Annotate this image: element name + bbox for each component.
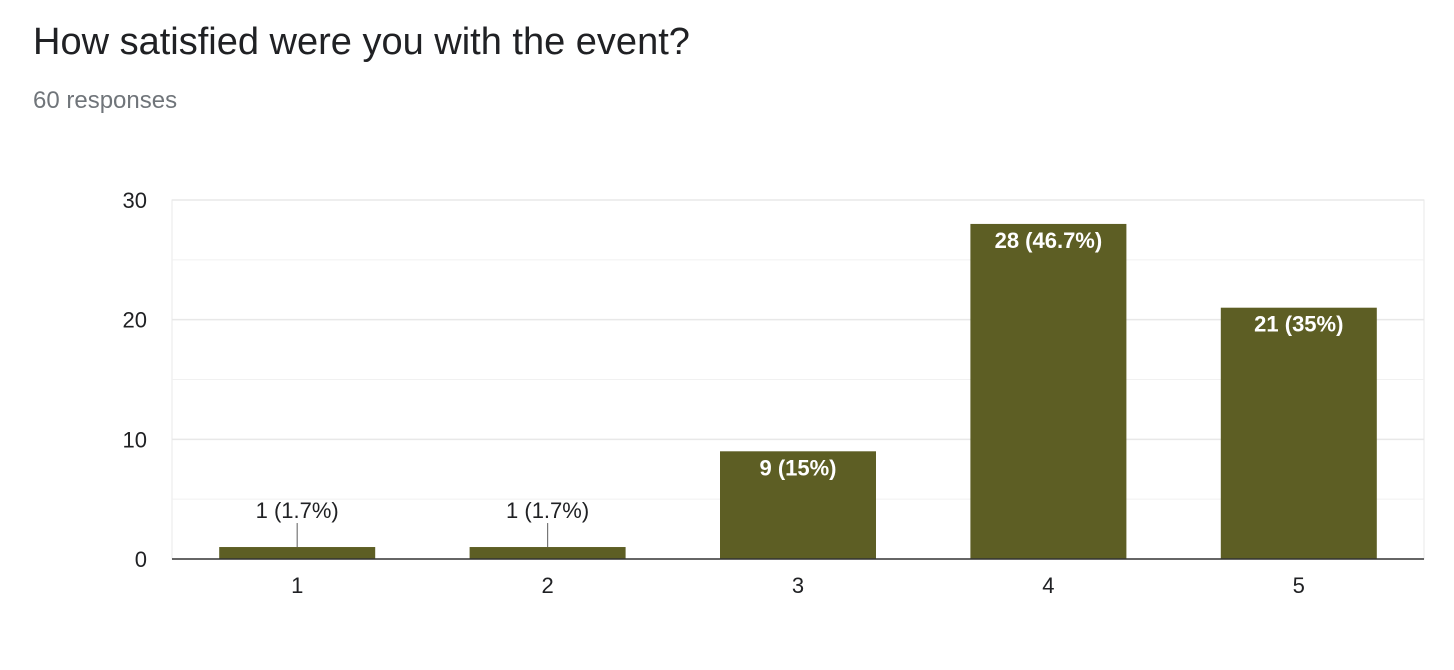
x-tick-label: 4 — [1042, 573, 1054, 598]
y-tick-label: 10 — [123, 427, 147, 452]
y-tick-label: 30 — [123, 188, 147, 213]
bar — [469, 547, 626, 559]
data-label: 28 (46.7%) — [995, 228, 1103, 253]
data-label: 21 (35%) — [1254, 312, 1343, 337]
data-label: 1 (1.7%) — [256, 498, 339, 523]
x-tick-label: 3 — [792, 573, 804, 598]
data-label: 1 (1.7%) — [506, 498, 589, 523]
y-tick-label: 20 — [123, 308, 147, 333]
bar — [1220, 307, 1377, 559]
x-tick-label: 1 — [291, 573, 303, 598]
bar — [970, 223, 1127, 559]
bar — [720, 451, 876, 559]
question-title: How satisfied were you with the event? — [33, 21, 690, 63]
x-tick-label: 5 — [1293, 573, 1305, 598]
y-tick-label: 0 — [135, 547, 147, 572]
response-count: 60 responses — [33, 87, 178, 114]
bar — [219, 547, 376, 559]
data-label: 9 (15%) — [759, 455, 836, 480]
x-tick-label: 2 — [541, 573, 553, 598]
